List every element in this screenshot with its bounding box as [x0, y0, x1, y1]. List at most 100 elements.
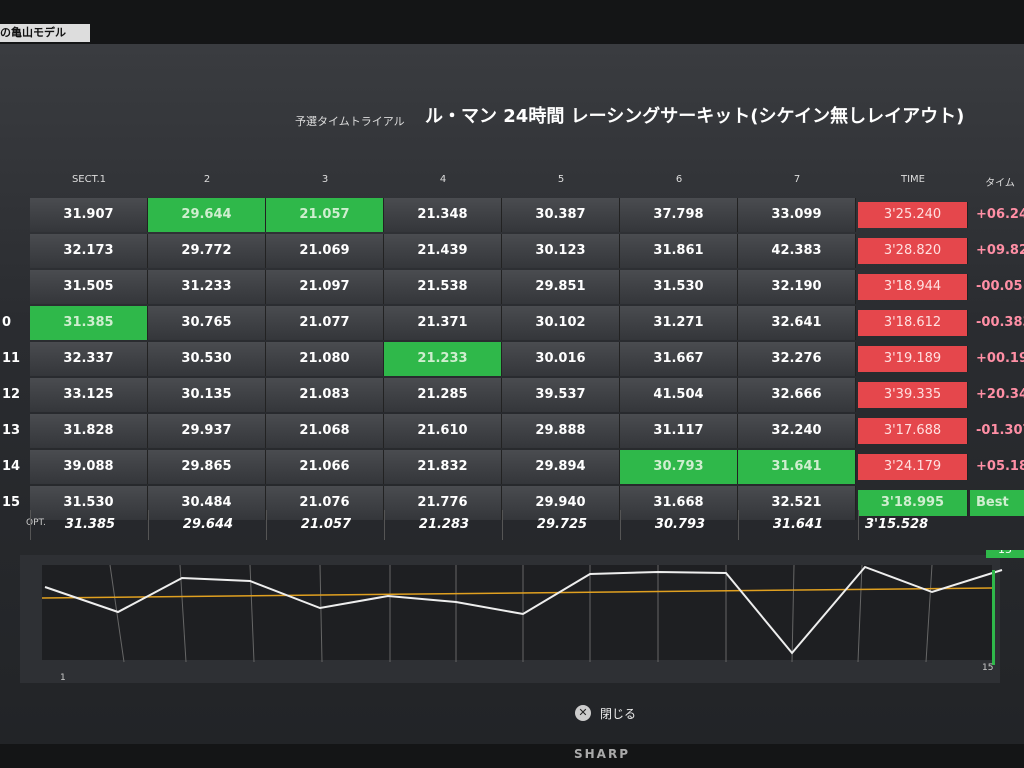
optimal-sector: 30.793: [620, 510, 739, 540]
sector-time: 31.828: [30, 414, 148, 448]
time-diff: +20.340: [970, 382, 1024, 408]
sector-time: 31.530: [620, 270, 738, 304]
sector-time: 31.233: [148, 270, 266, 304]
sector-time: 29.894: [502, 450, 620, 484]
sector-time: 42.383: [738, 234, 856, 268]
sector-time: 21.233: [384, 342, 502, 376]
lap-time: 3'18.944: [858, 274, 968, 300]
lap-time: 3'39.335: [858, 382, 968, 408]
sector-time: 21.080: [266, 342, 384, 376]
lap-time: 3'18.612: [858, 310, 968, 336]
sector-time: 32.666: [738, 378, 856, 412]
sector-time: 33.099: [738, 198, 856, 232]
sector-time: 21.069: [266, 234, 384, 268]
column-header: 6: [675, 174, 683, 185]
column-header: 3: [321, 174, 329, 185]
average-line: [41, 587, 993, 599]
time-diff: -00.383: [970, 310, 1024, 336]
lap-time: 3'18.995: [858, 490, 968, 516]
sector-time: 21.610: [384, 414, 502, 448]
sector-time: 30.530: [148, 342, 266, 376]
sector-time: 30.765: [148, 306, 266, 340]
sector-time: 21.076: [266, 486, 384, 520]
graph-end: 15: [982, 663, 993, 673]
time-diff: +05.184: [970, 454, 1024, 480]
optimal-time: 3'15.528: [858, 510, 928, 540]
opt-label: OPT.: [26, 518, 46, 528]
sector-time: 31.668: [620, 486, 738, 520]
sector-time: 21.083: [266, 378, 384, 412]
sector-time: 21.538: [384, 270, 502, 304]
sector-time: 21.776: [384, 486, 502, 520]
lap-time: 3'19.189: [858, 346, 968, 372]
lap-number: 15: [2, 495, 21, 510]
sector-time: 21.068: [266, 414, 384, 448]
current-label: 15: [998, 550, 1012, 556]
sector-time: 30.387: [502, 198, 620, 232]
sector-time: 21.832: [384, 450, 502, 484]
sector-time: 32.521: [738, 486, 856, 520]
sector-time: 29.851: [502, 270, 620, 304]
current-marker: [992, 570, 995, 665]
sector-time: 21.097: [266, 270, 384, 304]
sector-time: 21.348: [384, 198, 502, 232]
sector-time: 31.641: [738, 450, 856, 484]
sector-time: 31.271: [620, 306, 738, 340]
sector-time: 31.117: [620, 414, 738, 448]
mode-label: 予選タイムトライアル: [295, 115, 405, 128]
time-diff: +00.194: [970, 346, 1024, 372]
optimal-sector: 31.641: [738, 510, 857, 540]
close-icon[interactable]: ✕: [575, 705, 591, 721]
sector-time: 32.337: [30, 342, 148, 376]
column-header: TIME: [900, 174, 925, 185]
sector-time: 21.057: [266, 198, 384, 232]
lap-number: 14: [2, 459, 21, 474]
optimal-sector: 29.644: [148, 510, 267, 540]
sector-time: 31.907: [30, 198, 148, 232]
time-diff: -00.051: [970, 274, 1024, 300]
sector-time: 30.793: [620, 450, 738, 484]
sector-time: 29.644: [148, 198, 266, 232]
sector-time: 29.937: [148, 414, 266, 448]
optimal-sector: 29.725: [502, 510, 621, 540]
lap-graph: 15 1 15: [20, 550, 1024, 683]
current-badge: [986, 550, 1024, 558]
lap-time: 3'25.240: [858, 202, 968, 228]
sector-time: 37.798: [620, 198, 738, 232]
sector-time: 30.135: [148, 378, 266, 412]
optimal-sector: 31.385: [30, 510, 149, 540]
track-title: ル・マン 24時間 レーシングサーキット(シケイン無しレイアウト): [425, 106, 965, 127]
sector-time: 29.888: [502, 414, 620, 448]
column-header: 4: [439, 174, 447, 185]
lap-number: 11: [2, 351, 21, 366]
sector-time: 31.530: [30, 486, 148, 520]
optimal-sector: 21.057: [266, 510, 385, 540]
sector-time: 32.240: [738, 414, 856, 448]
lap-time: 3'24.179: [858, 454, 968, 480]
time-diff: Best: [970, 490, 1024, 516]
sector-time: 33.125: [30, 378, 148, 412]
sector-time: 21.077: [266, 306, 384, 340]
sector-time: 21.371: [384, 306, 502, 340]
lap-time: 3'17.688: [858, 418, 968, 444]
sector-time: 30.123: [502, 234, 620, 268]
sector-time: 21.439: [384, 234, 502, 268]
sector-time: 30.016: [502, 342, 620, 376]
lap-number: 13: [2, 423, 21, 438]
sector-time: 31.385: [30, 306, 148, 340]
optimal-sector: 21.283: [384, 510, 503, 540]
sector-time: 31.505: [30, 270, 148, 304]
lap-number: 12: [2, 387, 21, 402]
sector-time: 32.173: [30, 234, 148, 268]
sector-time: 30.102: [502, 306, 620, 340]
close-button[interactable]: 閉じる: [600, 707, 637, 721]
column-header: 2: [203, 174, 211, 185]
sector-time: 30.484: [148, 486, 266, 520]
sector-time: 29.865: [148, 450, 266, 484]
brand: SHARP: [574, 747, 631, 761]
sector-time: 32.190: [738, 270, 856, 304]
sector-time: 32.276: [738, 342, 856, 376]
lap-line: [44, 565, 1003, 655]
sector-time: 29.772: [148, 234, 266, 268]
